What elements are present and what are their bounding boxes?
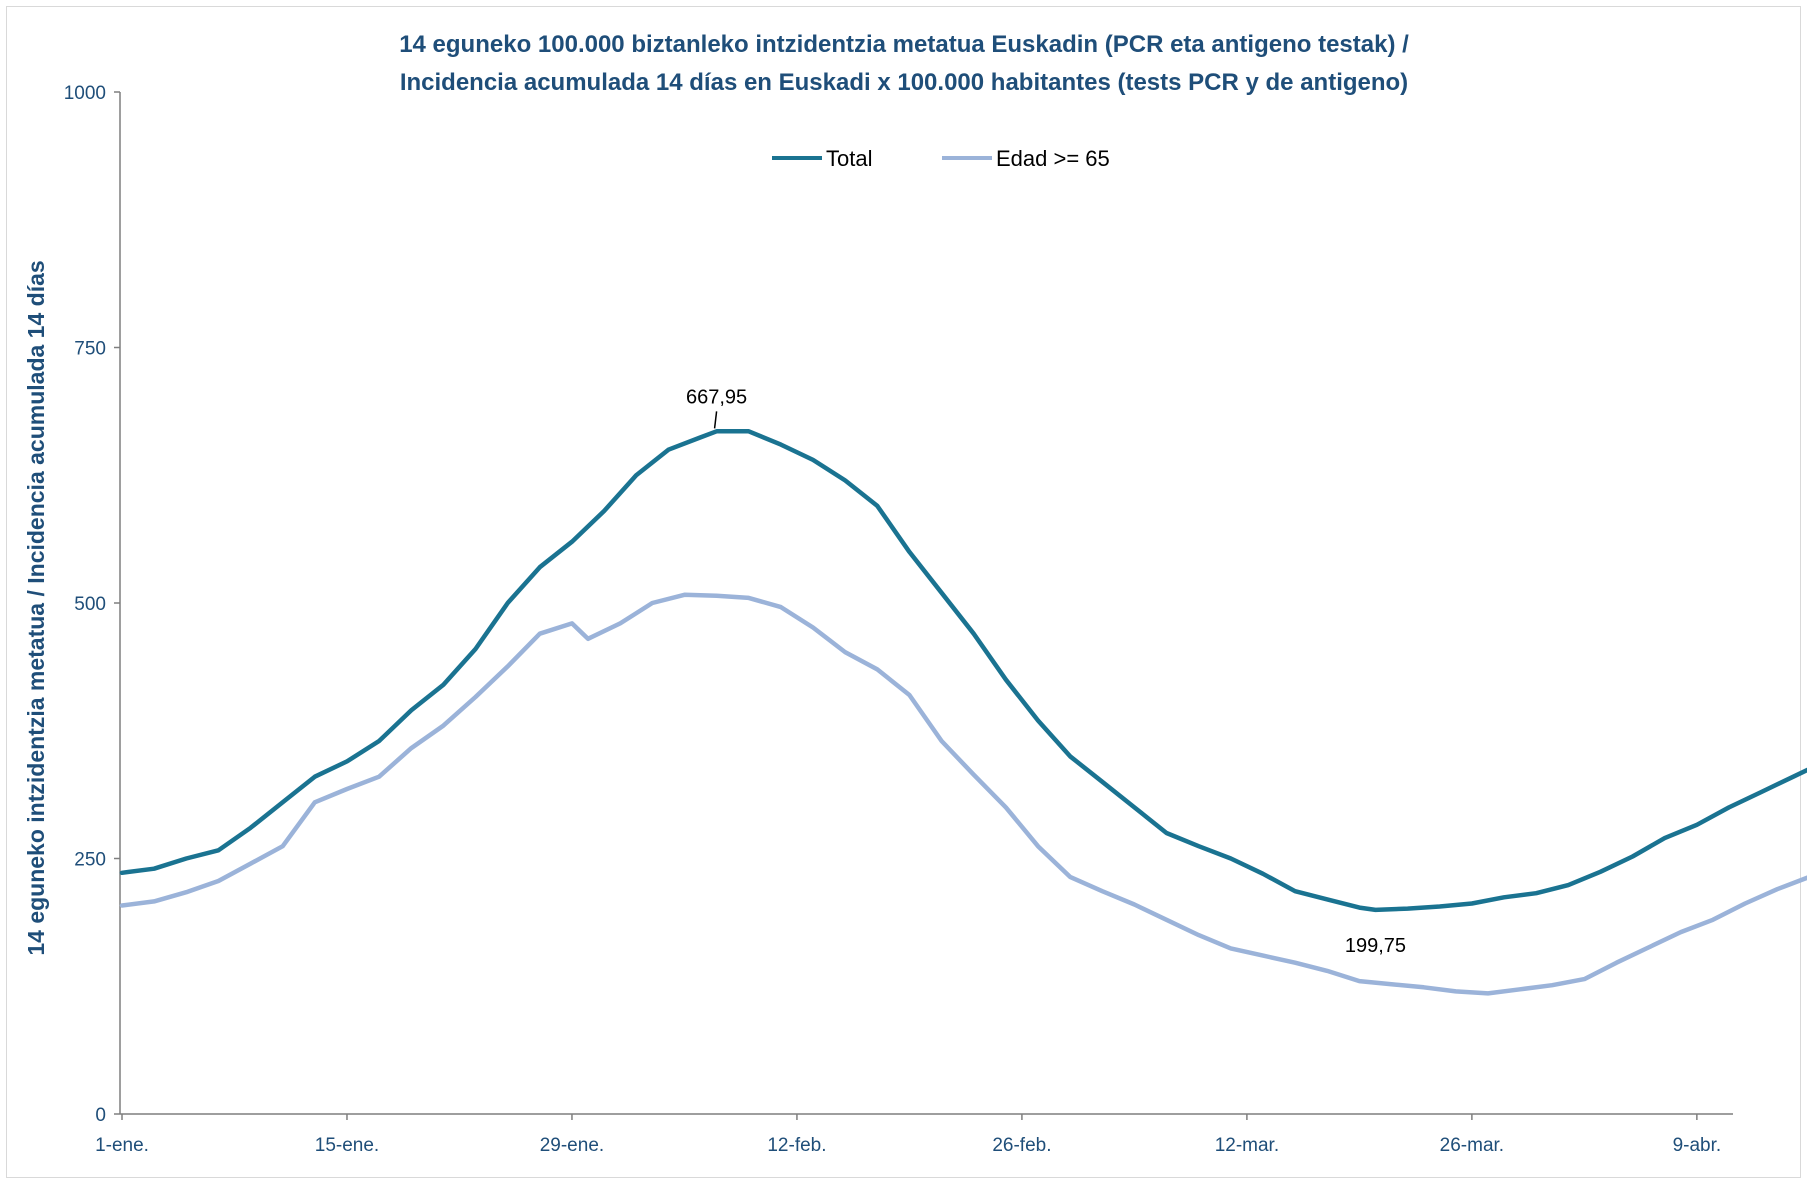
x-tick-label: 1-ene. <box>95 1135 149 1156</box>
data-label: 667,95 <box>686 386 747 408</box>
x-tick-label: 26-mar. <box>1440 1135 1504 1156</box>
x-tick-label: 12-feb. <box>767 1135 826 1156</box>
data-label: 199,75 <box>1345 935 1406 957</box>
series-line-edad-65 <box>119 592 1807 996</box>
chart-title-line2: Incidencia acumulada 14 días en Euskadi … <box>400 69 1408 96</box>
x-tick-label: 9-abr. <box>1673 1135 1722 1156</box>
legend-label-edad-65: Edad >= 65 <box>996 146 1110 171</box>
chart-title-line1: 14 eguneko 100.000 biztanleko intzidentz… <box>399 31 1409 58</box>
legend-label-total: Total <box>826 146 872 171</box>
y-tick-label: 0 <box>95 1105 106 1126</box>
y-tick-label: 1000 <box>64 83 106 104</box>
y-ticks: 0 250 500 750 1000 <box>64 83 120 1126</box>
series-line-total <box>119 429 1807 913</box>
legend: Total Edad >= 65 <box>772 146 1110 171</box>
x-tick-label: 12-mar. <box>1215 1135 1279 1156</box>
y-axis-label: 14 eguneko intzidentzia metatua / Incide… <box>23 260 49 955</box>
x-tick-label: 29-ene. <box>540 1135 604 1156</box>
chart-frame <box>6 6 1801 1178</box>
series-layer <box>119 429 1807 996</box>
x-tick-label: 26-feb. <box>992 1135 1051 1156</box>
data-label-leader <box>713 411 718 429</box>
x-tick-label: 15-ene. <box>315 1135 379 1156</box>
y-tick-label: 250 <box>74 850 106 871</box>
y-tick-label: 500 <box>74 594 106 615</box>
y-tick-label: 750 <box>74 339 106 360</box>
x-ticks: 1-ene. 15-ene. 29-ene. 12-feb. 26-feb. 12-mar… <box>95 1114 1722 1156</box>
